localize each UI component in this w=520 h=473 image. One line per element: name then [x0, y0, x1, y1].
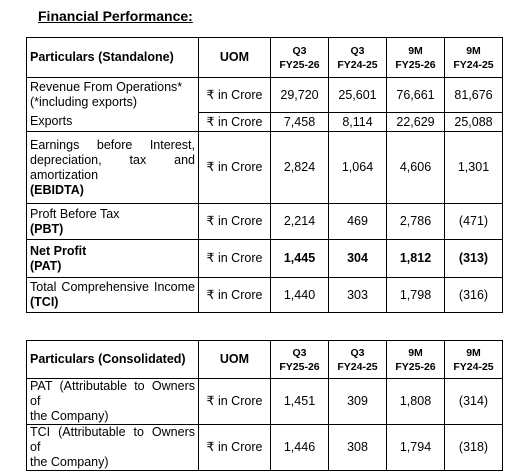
value-cell: 25,088	[444, 112, 503, 132]
value-cell: 81,676	[444, 77, 503, 113]
uom-cell: ₹ in Crore	[198, 424, 271, 471]
row-label: Revenue From Operations* (*including expo…	[26, 77, 199, 113]
value-cell: 309	[328, 378, 387, 425]
row-pat-consolidated: PAT (Attributable to Owners of the Compan…	[26, 378, 503, 425]
value-cell: (316)	[444, 277, 503, 313]
value-cell: (318)	[444, 424, 503, 471]
value-cell: 2,824	[270, 131, 329, 204]
consolidated-table: Particulars (Consolidated) UOM Q3 FY25-26…	[26, 340, 503, 471]
header-q3-fy25-26: Q3 FY25-26	[270, 37, 329, 78]
row-tci: Total Comprehensive Income (TCI) ₹ in Cro…	[26, 277, 503, 313]
header-q3-fy24-25: Q3 FY24-25	[328, 37, 387, 78]
value-cell: 2,786	[386, 203, 445, 240]
row-pbt: Proft Before Tax (PBT) ₹ in Crore 2,214 4…	[26, 203, 503, 240]
value-cell: 303	[328, 277, 387, 313]
value-cell: (313)	[444, 239, 503, 278]
header-uom: UOM	[198, 37, 271, 78]
header-q3-fy25-26: Q3 FY25-26	[270, 340, 329, 379]
value-cell: 469	[328, 203, 387, 240]
header-particulars: Particulars (Consolidated)	[26, 340, 199, 379]
value-cell: 2,214	[270, 203, 329, 240]
value-cell: 22,629	[386, 112, 445, 132]
uom-cell: ₹ in Crore	[198, 277, 271, 313]
row-label: Proft Before Tax (PBT)	[26, 203, 199, 240]
value-cell: 1,445	[270, 239, 329, 278]
row-label: Earnings before Interest, depreciation, …	[26, 131, 199, 204]
value-cell: 308	[328, 424, 387, 471]
uom-cell: ₹ in Crore	[198, 203, 271, 240]
header-9m-fy24-25: 9M FY24-25	[444, 340, 503, 379]
table-header-row: Particulars (Standalone) UOM Q3 FY25-26 Q…	[26, 37, 503, 78]
header-9m-fy25-26: 9M FY25-26	[386, 340, 445, 379]
value-cell: 1,064	[328, 131, 387, 204]
value-cell: 1,794	[386, 424, 445, 471]
value-cell: 7,458	[270, 112, 329, 132]
row-pat: Net Profit (PAT) ₹ in Crore 1,445 304 1,8…	[26, 239, 503, 278]
value-cell: 1,451	[270, 378, 329, 425]
header-particulars: Particulars (Standalone)	[26, 37, 199, 78]
standalone-table: Particulars (Standalone) UOM Q3 FY25-26 Q…	[26, 37, 503, 313]
row-label: TCI (Attributable to Owners of the Compan…	[26, 424, 199, 471]
row-label: Total Comprehensive Income (TCI)	[26, 277, 199, 313]
uom-cell: ₹ in Crore	[198, 131, 271, 204]
row-ebidta: Earnings before Interest, depreciation, …	[26, 131, 503, 204]
header-q3-fy24-25: Q3 FY24-25	[328, 340, 387, 379]
uom-cell: ₹ in Crore	[198, 77, 271, 113]
value-cell: 29,720	[270, 77, 329, 113]
value-cell: 1,808	[386, 378, 445, 425]
value-cell: (314)	[444, 378, 503, 425]
value-cell: 1,812	[386, 239, 445, 278]
row-tci-consolidated: TCI (Attributable to Owners of the Compan…	[26, 424, 503, 471]
value-cell: (471)	[444, 203, 503, 240]
uom-cell: ₹ in Crore	[198, 378, 271, 425]
header-9m-fy24-25: 9M FY24-25	[444, 37, 503, 78]
row-exports: Exports ₹ in Crore 7,458 8,114 22,629 25…	[26, 112, 503, 132]
value-cell: 304	[328, 239, 387, 278]
value-cell: 1,301	[444, 131, 503, 204]
row-label: PAT (Attributable to Owners of the Compan…	[26, 378, 199, 425]
row-revenue: Revenue From Operations* (*including expo…	[26, 77, 503, 113]
value-cell: 1,446	[270, 424, 329, 471]
value-cell: 1,440	[270, 277, 329, 313]
uom-cell: ₹ in Crore	[198, 112, 271, 132]
value-cell: 8,114	[328, 112, 387, 132]
value-cell: 76,661	[386, 77, 445, 113]
row-label: Net Profit (PAT)	[26, 239, 199, 278]
uom-cell: ₹ in Crore	[198, 239, 271, 278]
header-uom: UOM	[198, 340, 271, 379]
value-cell: 1,798	[386, 277, 445, 313]
value-cell: 25,601	[328, 77, 387, 113]
table-header-row: Particulars (Consolidated) UOM Q3 FY25-26…	[26, 340, 503, 379]
header-9m-fy25-26: 9M FY25-26	[386, 37, 445, 78]
value-cell: 4,606	[386, 131, 445, 204]
row-label: Exports	[26, 112, 199, 132]
section-title: Financial Performance:	[38, 8, 193, 24]
